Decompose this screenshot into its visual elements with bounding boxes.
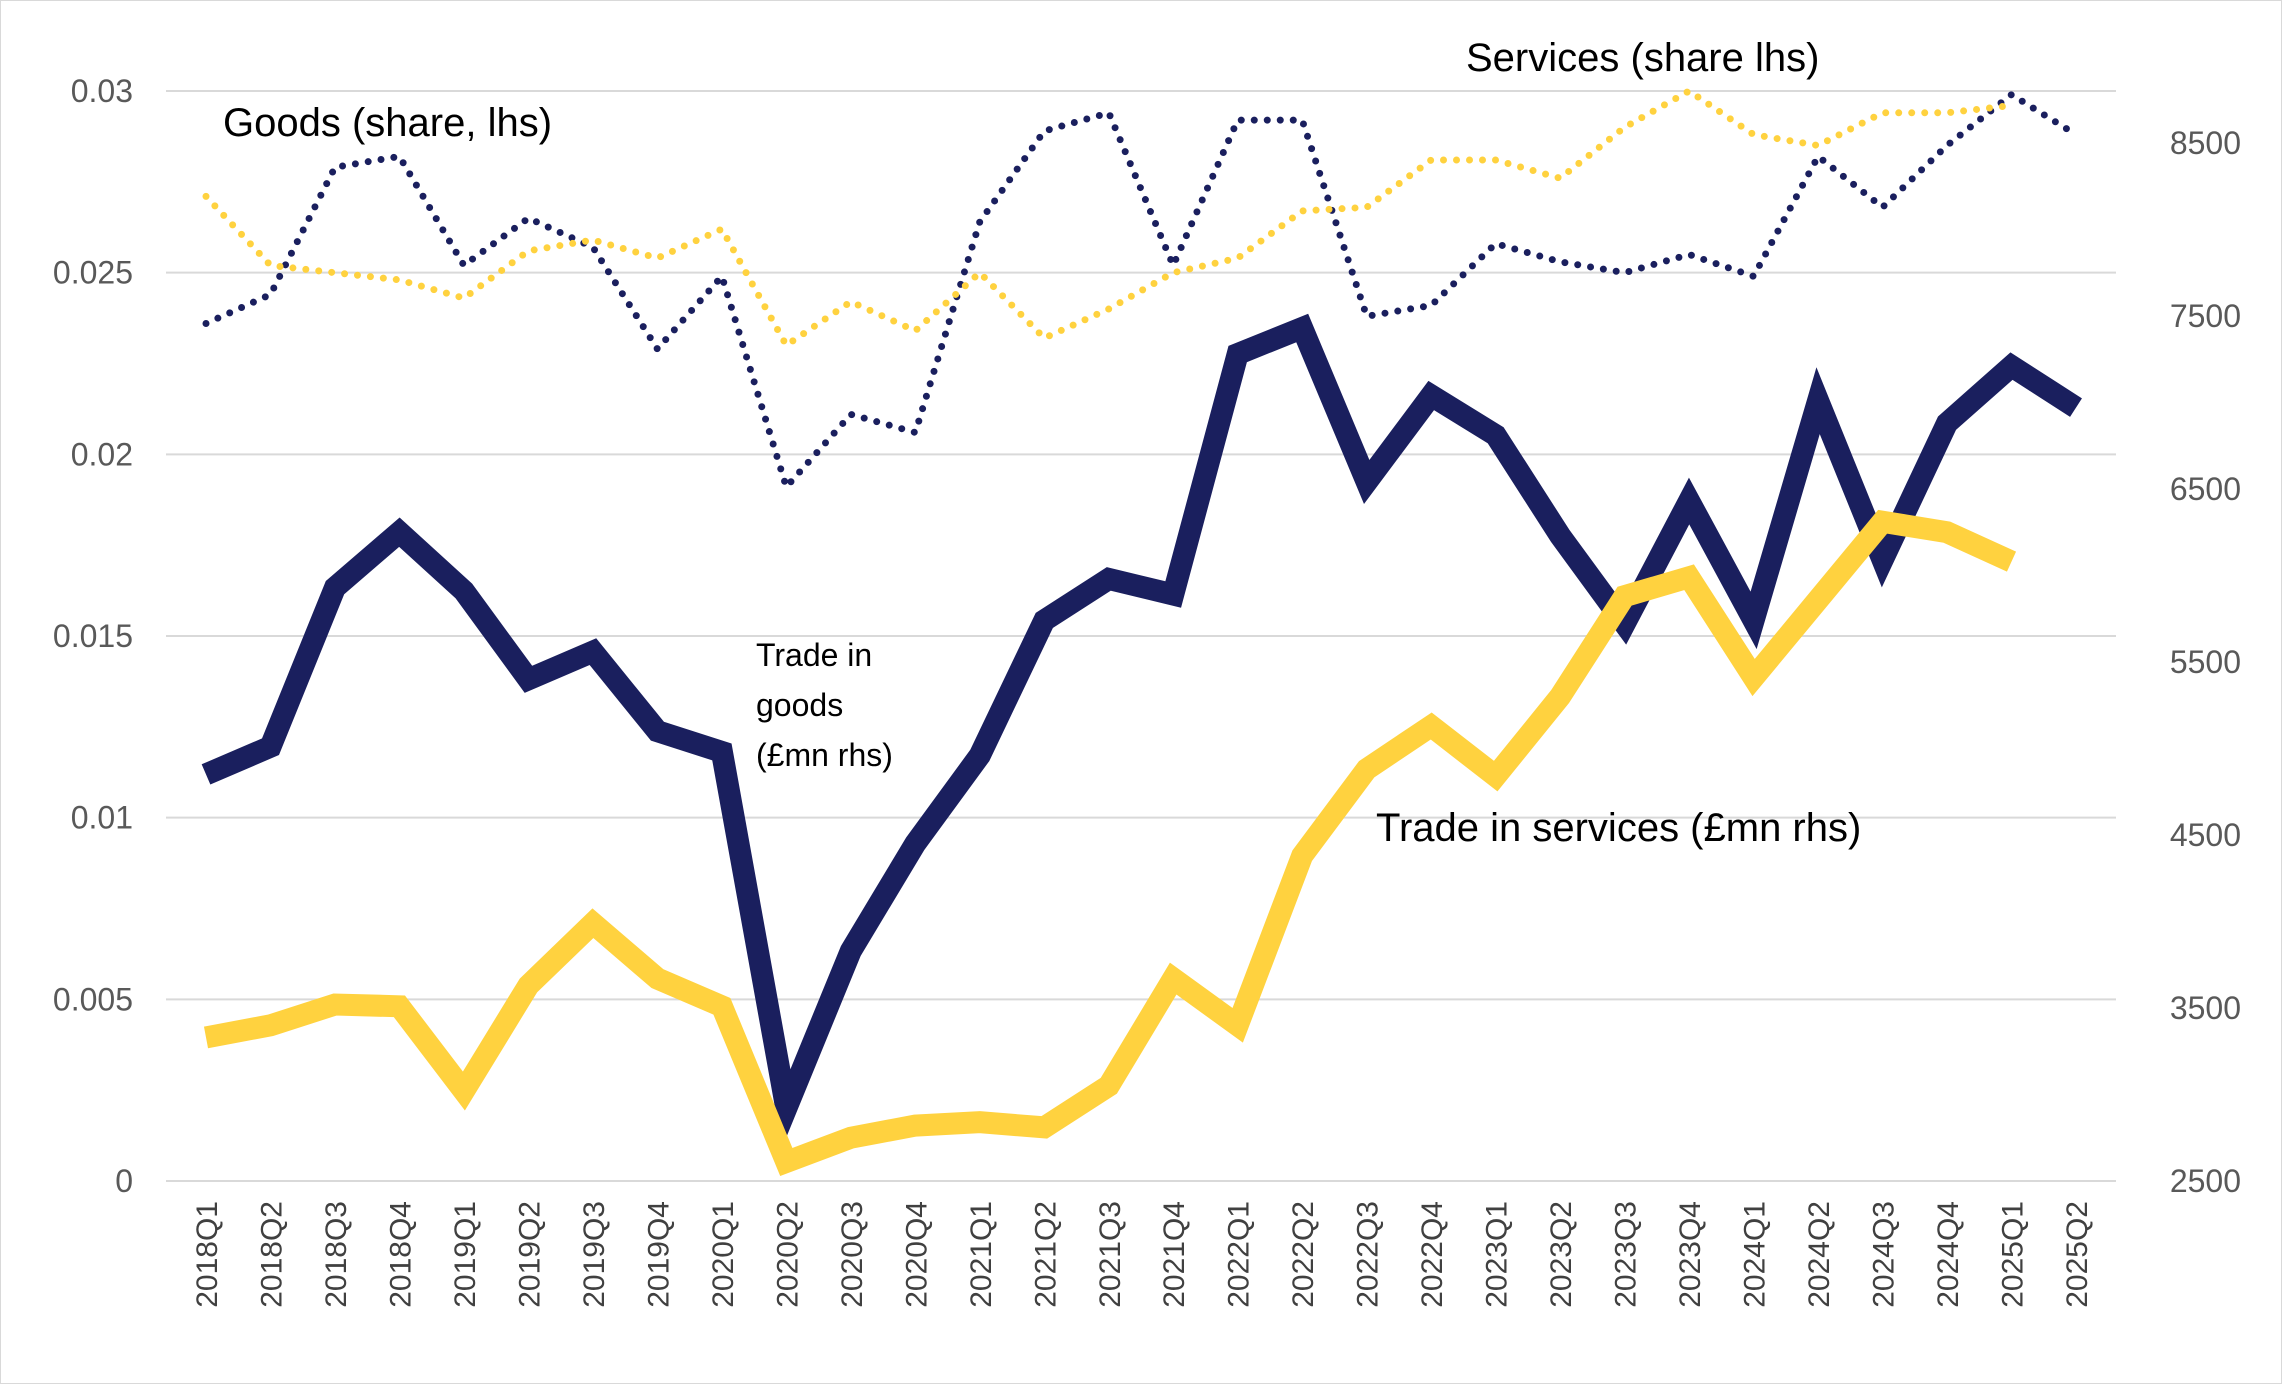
y-right-tick-label: 2500 bbox=[2170, 1163, 2241, 1199]
y-left-tick-label: 0.005 bbox=[53, 981, 133, 1017]
x-tick-label: 2023Q1 bbox=[1481, 1201, 1514, 1308]
x-tick-label: 2018Q4 bbox=[384, 1201, 417, 1308]
y-right-tick-label: 5500 bbox=[2170, 644, 2241, 680]
x-tick-label: 2023Q4 bbox=[1674, 1201, 1707, 1308]
services-share-label: Services (share lhs) bbox=[1466, 36, 1819, 80]
x-tick-label: 2022Q4 bbox=[1416, 1201, 1449, 1308]
y-left-tick-label: 0.01 bbox=[71, 800, 133, 836]
x-tick-label: 2024Q4 bbox=[1932, 1201, 1965, 1308]
trade-goods-label-line: goods bbox=[756, 687, 843, 723]
x-tick-label: 2019Q4 bbox=[642, 1201, 675, 1308]
x-tick-label: 2025Q1 bbox=[1997, 1201, 2030, 1308]
x-tick-label: 2023Q2 bbox=[1545, 1201, 1578, 1308]
y-left-tick-label: 0.025 bbox=[53, 255, 133, 291]
trade-services-line bbox=[203, 509, 2017, 1177]
x-tick-label: 2022Q3 bbox=[1352, 1201, 1385, 1308]
trade-goods-label-line: Trade in bbox=[756, 637, 872, 673]
x-tick-label: 2020Q3 bbox=[836, 1201, 869, 1308]
y-left-tick-label: 0.015 bbox=[53, 618, 133, 654]
goods-share-label-line: Goods (share, lhs) bbox=[223, 101, 552, 145]
x-tick-label: 2019Q3 bbox=[578, 1201, 611, 1308]
x-tick-label: 2019Q2 bbox=[513, 1201, 546, 1308]
trade-goods-label: Trade in goods (£mn rhs) bbox=[756, 637, 893, 773]
x-tick-label: 2020Q1 bbox=[707, 1201, 740, 1308]
y-axis-right-ticks: 2500 3500 4500 5500 6500 7500 8500 bbox=[2170, 125, 2241, 1199]
x-tick-label: 2021Q4 bbox=[1158, 1201, 1191, 1308]
trade-goods-line bbox=[201, 313, 2082, 1148]
x-tick-label: 2023Q3 bbox=[1610, 1201, 1643, 1308]
x-tick-label: 2018Q1 bbox=[191, 1201, 224, 1308]
y-left-tick-label: 0.03 bbox=[71, 73, 133, 109]
x-tick-label: 2019Q1 bbox=[449, 1201, 482, 1308]
x-tick-label: 2020Q4 bbox=[900, 1201, 933, 1308]
trade-services-label-line: Trade in services (£mn rhs) bbox=[1376, 806, 1861, 850]
y-right-tick-label: 3500 bbox=[2170, 990, 2241, 1026]
y-right-tick-label: 8500 bbox=[2170, 125, 2241, 161]
y-axis-left-ticks: 0 0.005 0.01 0.015 0.02 0.025 0.03 bbox=[53, 73, 133, 1199]
x-tick-label: 2024Q2 bbox=[1803, 1201, 1836, 1308]
services-share-label-line: Services (share lhs) bbox=[1466, 36, 1819, 80]
x-tick-label: 2025Q2 bbox=[2061, 1201, 2094, 1308]
x-tick-label: 2020Q2 bbox=[771, 1201, 804, 1308]
x-tick-label: 2022Q2 bbox=[1287, 1201, 1320, 1308]
y-left-tick-label: 0.02 bbox=[71, 436, 133, 472]
x-tick-label: 2024Q1 bbox=[1739, 1201, 1772, 1308]
y-left-tick-label: 0 bbox=[115, 1163, 133, 1199]
x-tick-label: 2022Q1 bbox=[1223, 1201, 1256, 1308]
trade-goods-label-line: (£mn rhs) bbox=[756, 737, 893, 773]
goods-share-label: Goods (share, lhs) bbox=[223, 101, 552, 145]
x-tick-label: 2021Q1 bbox=[965, 1201, 998, 1308]
x-tick-label: 2018Q3 bbox=[320, 1201, 353, 1308]
trade-services-label: Trade in services (£mn rhs) bbox=[1376, 806, 1861, 850]
y-right-tick-label: 4500 bbox=[2170, 817, 2241, 853]
x-tick-label: 2018Q2 bbox=[255, 1201, 288, 1308]
x-axis-ticks: 2018Q1 2018Q2 2018Q3 2018Q4 2019Q1 2019Q2 2019… bbox=[191, 1201, 2094, 1308]
x-tick-label: 2024Q3 bbox=[1868, 1201, 1901, 1308]
goods-share-line bbox=[202, 90, 2080, 494]
y-right-tick-label: 7500 bbox=[2170, 298, 2241, 334]
y-right-tick-label: 6500 bbox=[2170, 471, 2241, 507]
x-tick-label: 2021Q2 bbox=[1029, 1201, 1062, 1308]
x-tick-label: 2021Q3 bbox=[1094, 1201, 1127, 1308]
services-share-line bbox=[202, 86, 2015, 351]
